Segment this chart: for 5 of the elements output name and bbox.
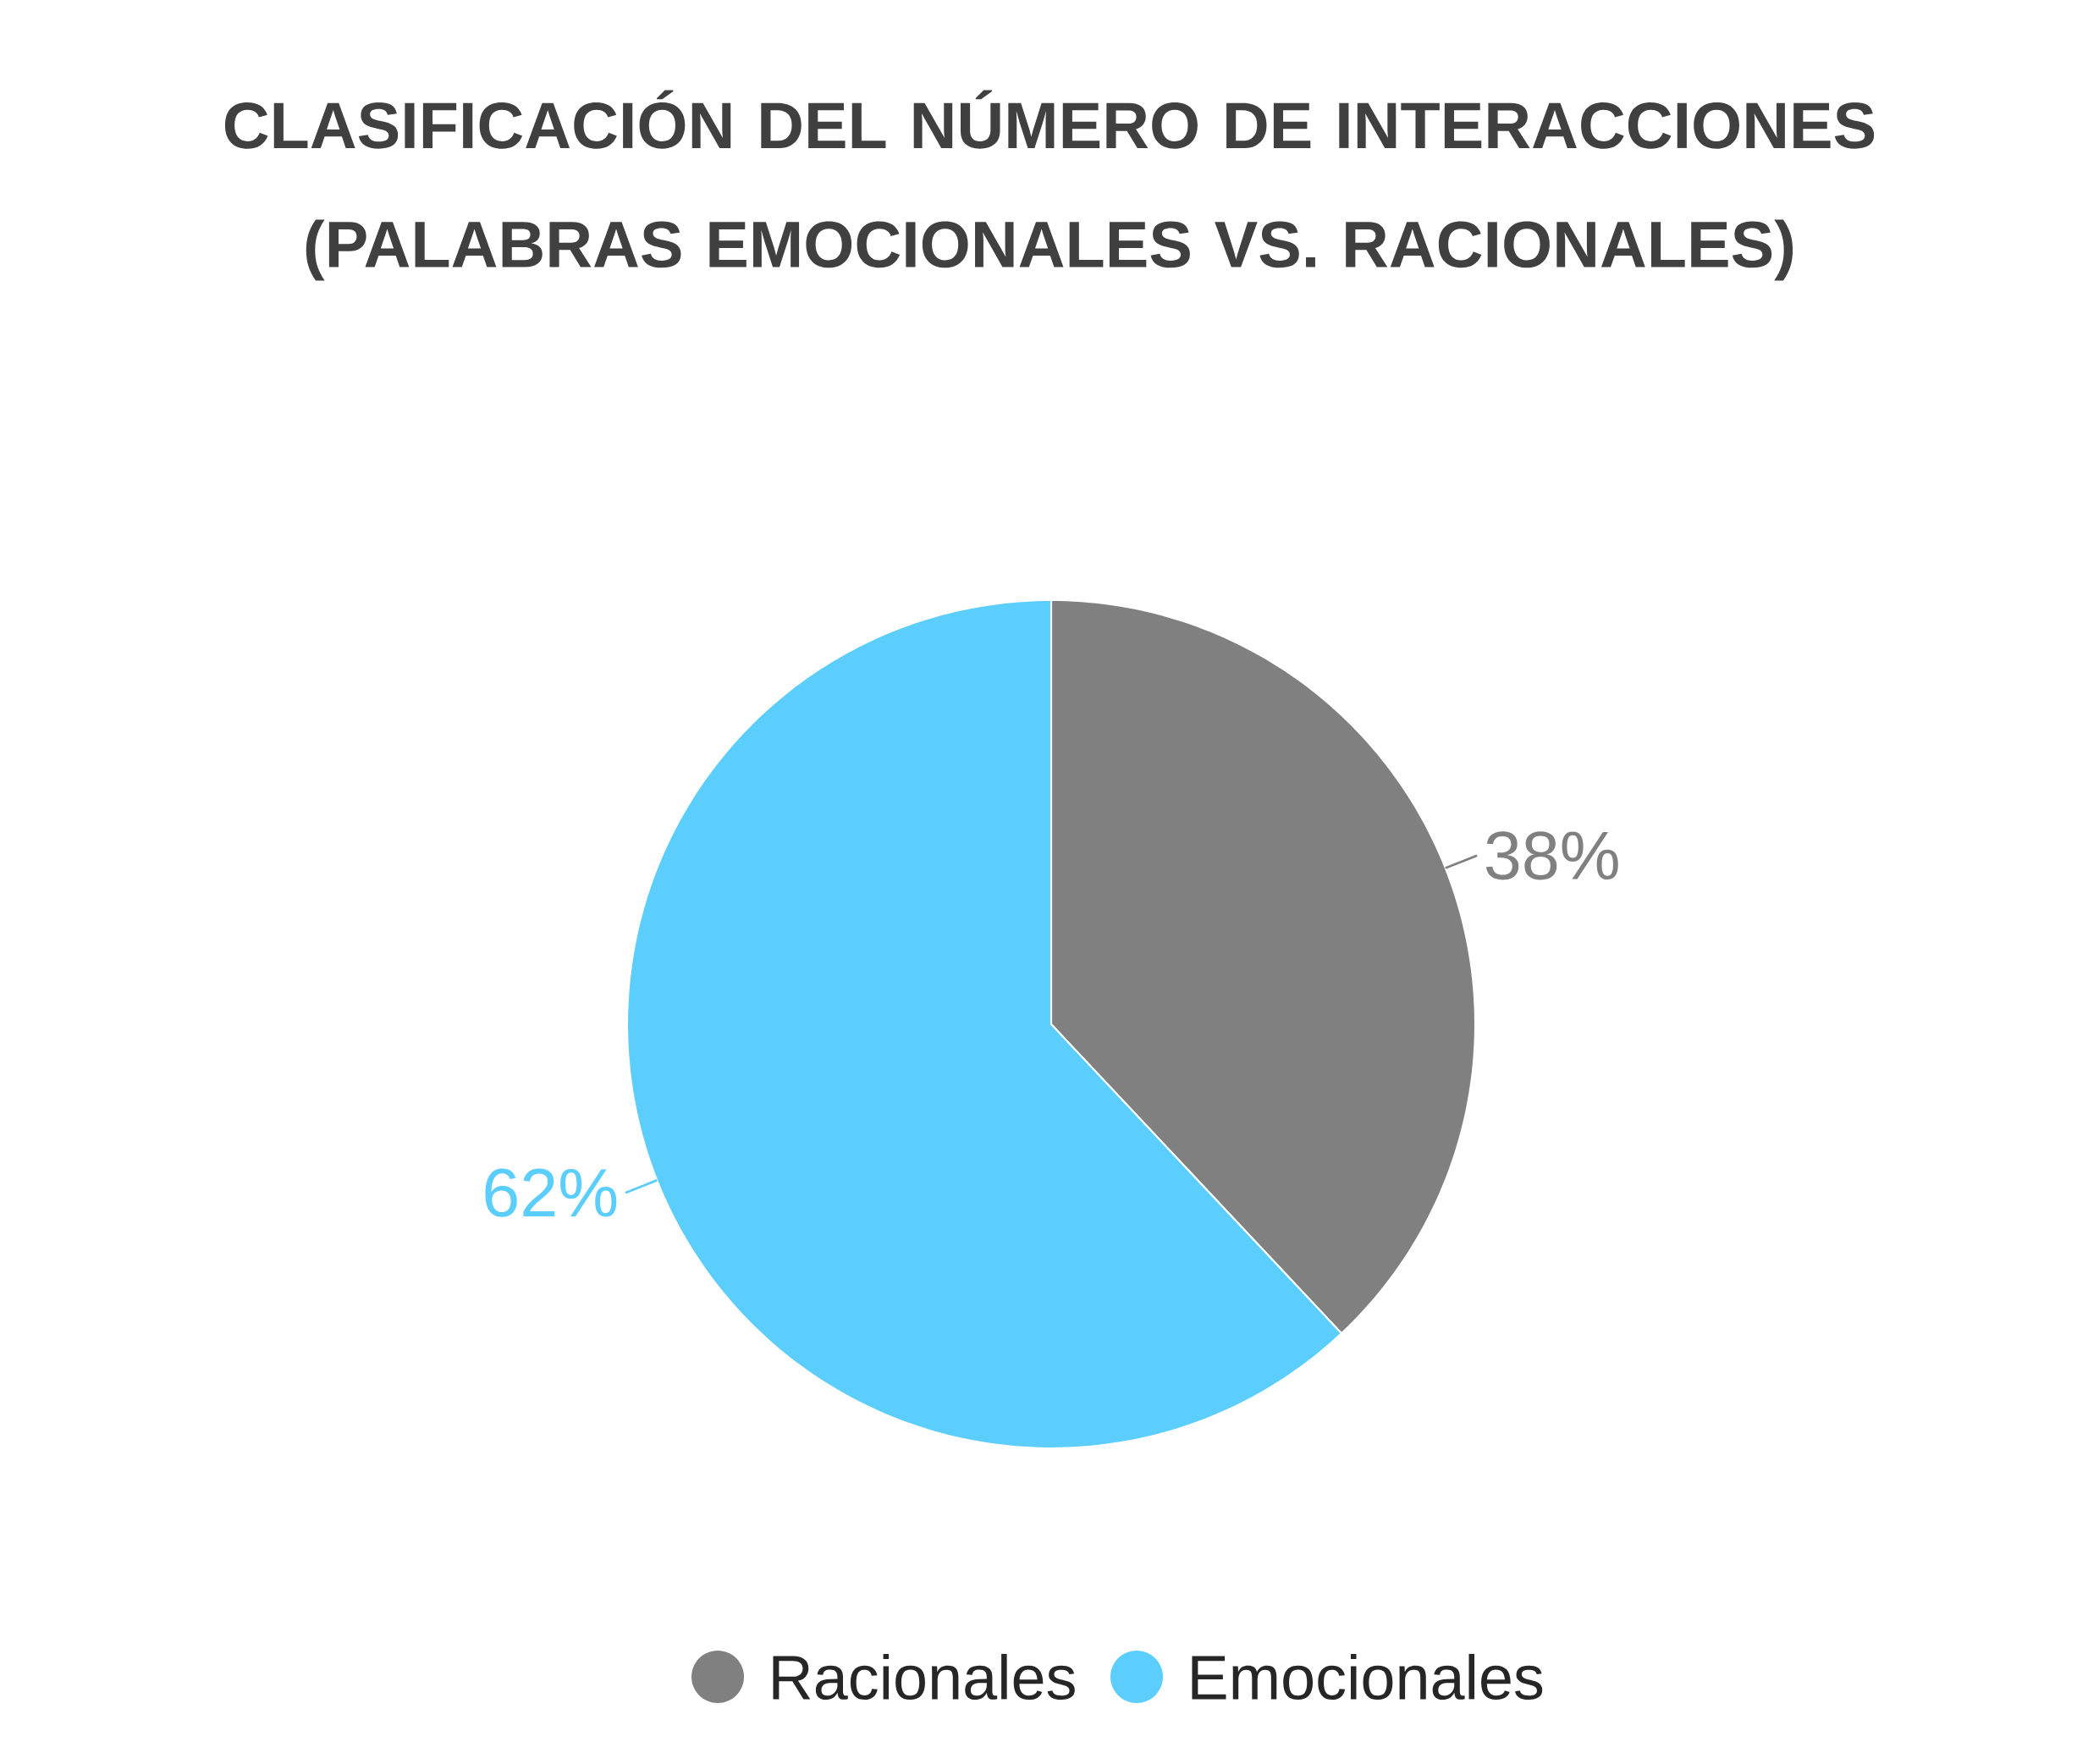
data-label: 38% <box>1485 831 1618 880</box>
chart-title: CLASIFICACIÓN DEL NÚMERO DE INTERACCIONES (PALABRAS EMOCIONALES VS. RACIONALES) <box>224 90 1875 281</box>
data-label: 62% <box>485 1168 617 1217</box>
legend-label: Racionales <box>773 1653 1075 1701</box>
legend-label: Emocionales <box>1192 1653 1543 1701</box>
